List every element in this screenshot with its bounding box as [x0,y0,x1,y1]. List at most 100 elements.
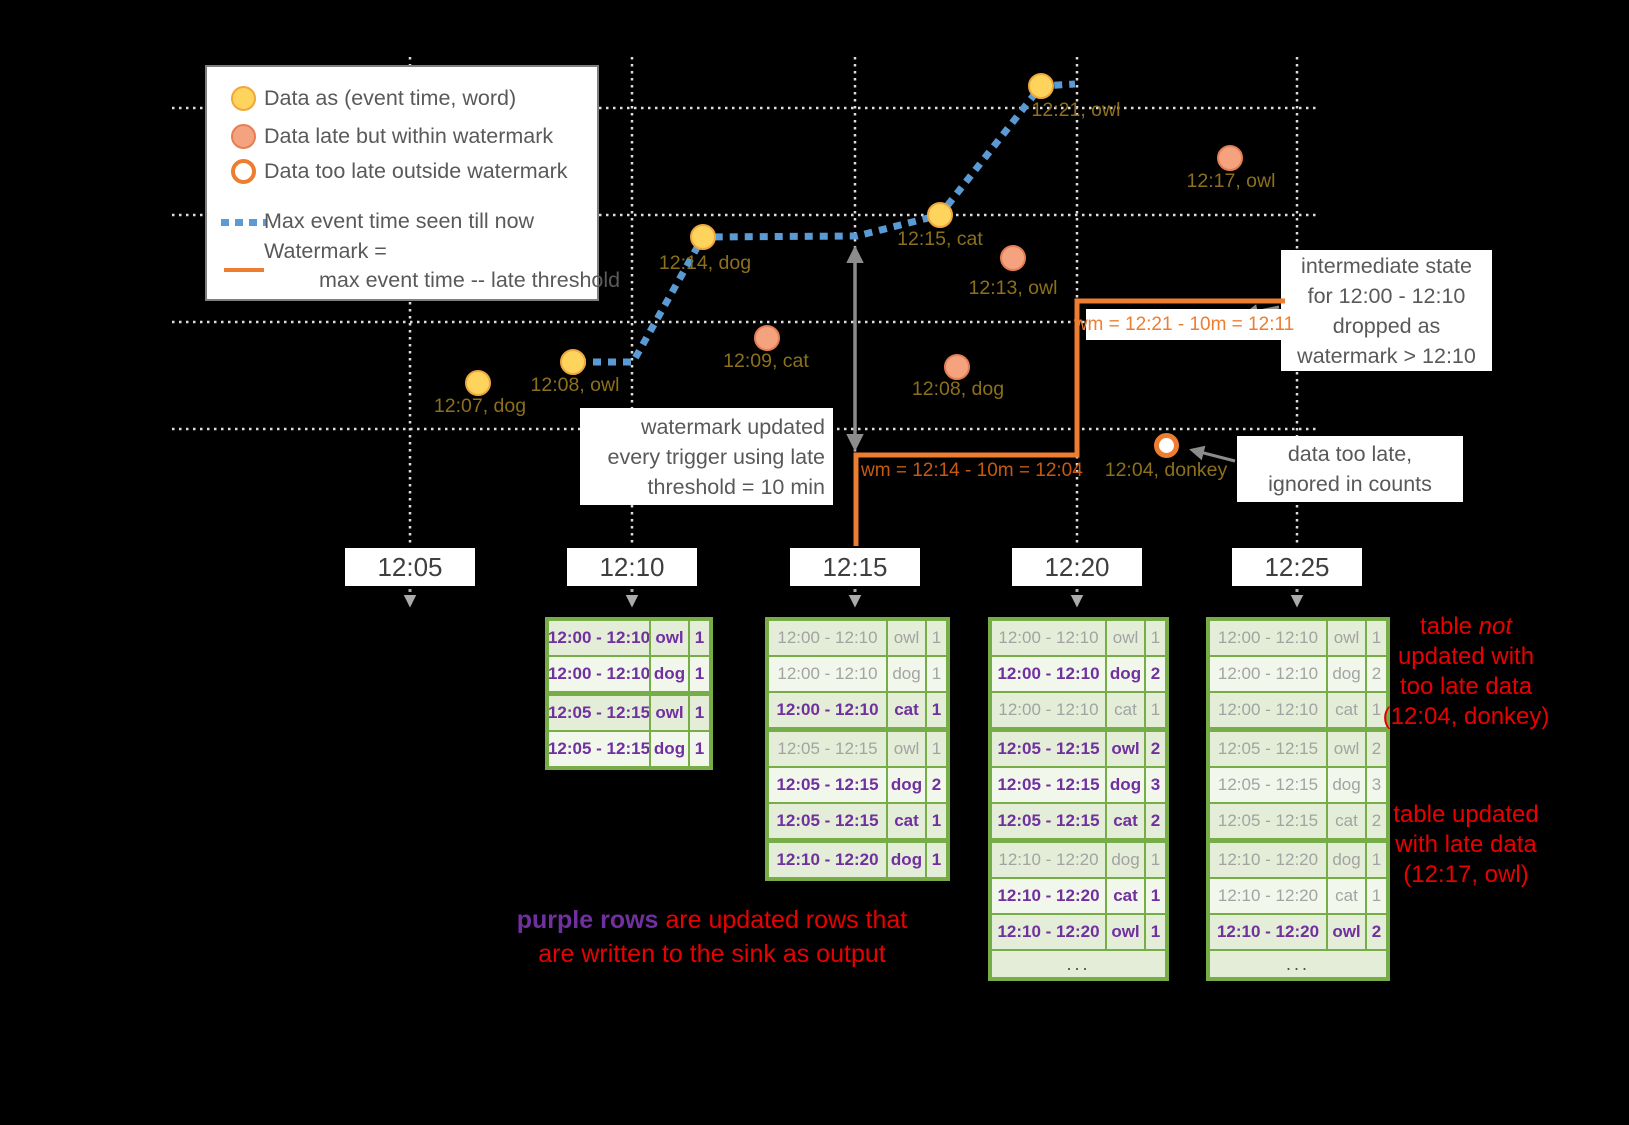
count-cell: 3 [1146,768,1165,802]
count-cell: 1 [690,732,709,766]
word-cell: owl [1107,915,1144,949]
window-cell: 12:10 - 12:20 [1210,843,1326,877]
word-cell: cat [1328,804,1365,838]
count-cell: 2 [1367,804,1386,838]
note-purple-rows: purple rows are updated rows that are wr… [517,903,907,971]
window-cell: 12:00 - 12:10 [992,657,1105,691]
watermark-trigger-note-line: every trigger using late [607,444,826,469]
table-row: 12:10 - 12:20 owl 1 [992,915,1165,949]
count-cell: 2 [1367,915,1386,949]
word-cell: owl [651,621,688,655]
word-cell: dog [1107,768,1144,802]
word-cell: owl [1107,732,1144,766]
data-point-label: 12:17, owl [1186,170,1276,192]
table-row: 12:00 - 12:10 dog 1 [769,657,946,691]
late-data-point [944,354,970,380]
window-cell: 12:05 - 12:15 [549,696,649,730]
watermark-formula-1: wm = 12:14 - 10m = 12:04 [861,460,1083,481]
on-time-data-point [1028,73,1054,99]
word-cell: cat [888,693,925,727]
trigger-time-box: 12:05 [345,548,475,586]
table-more-row: ... [1210,951,1386,977]
on-time-dot-icon [231,86,256,111]
late-data-point [1217,145,1243,171]
table-row: 12:05 - 12:15 dog 3 [992,768,1165,802]
word-cell: dog [651,732,688,766]
window-cell: 12:05 - 12:15 [769,732,886,766]
too-late-note: data too late, ignored in counts [1237,436,1463,502]
count-cell: 1 [1367,621,1386,655]
legend: Data as (event time, word) Data late but… [205,65,620,301]
table-row: 12:05 - 12:15 owl 2 [1210,732,1386,766]
word-cell: cat [1107,879,1144,913]
window-cell: 12:10 - 12:20 [1210,915,1326,949]
window-cell: 12:00 - 12:10 [1210,693,1326,727]
table-row: 12:00 - 12:10 cat 1 [1210,693,1386,727]
on-time-data-point [560,349,586,375]
word-cell: cat [1328,693,1365,727]
table-row: 12:10 - 12:20 cat 1 [992,879,1165,913]
data-point-label: 12:21, owl [1031,99,1121,121]
legend-label-watermark: Watermark = [264,239,387,263]
table-row: 12:05 - 12:15 cat 2 [1210,804,1386,838]
table-row: 12:05 - 12:15 owl 1 [769,732,946,766]
window-cell: 12:00 - 12:10 [1210,657,1326,691]
max-event-time-dashes-icon [221,219,267,226]
word-cell: owl [1107,621,1144,655]
result-table: 12:00 - 12:10 owl 1 12:00 - 12:10 dog 2 12:00 … [1206,617,1390,981]
table-more-row: ... [992,951,1165,977]
word-cell: cat [888,804,925,838]
window-cell: 12:05 - 12:15 [992,768,1105,802]
window-cell: 12:10 - 12:20 [992,843,1105,877]
word-cell: owl [1328,915,1365,949]
word-cell: dog [888,843,925,877]
count-cell: 1 [927,621,946,655]
data-point-label: 12:08, owl [530,374,620,396]
count-cell: 1 [1367,843,1386,877]
window-cell: 12:00 - 12:10 [769,693,886,727]
count-cell: 1 [1146,879,1165,913]
intermediate-state-note-line: dropped as [1332,313,1441,338]
too-late-dot-icon [231,159,256,184]
window-cell: 12:10 - 12:20 [769,843,886,877]
watermark-formula-2: wm = 12:21 - 10m = 12:11 [1074,309,1294,340]
data-point-label: 12:07, dog [433,395,527,417]
too-late-note-arrow-icon [1189,445,1236,463]
table-row: 12:00 - 12:10 owl 1 [549,621,709,655]
intermediate-state-note-line: watermark > 12:10 [1297,343,1476,368]
data-point-label: 12:15, cat [897,228,983,250]
table-row: 12:00 - 12:10 dog 2 [1210,657,1386,691]
on-time-data-point [465,370,491,396]
word-cell: owl [651,696,688,730]
word-cell: dog [1328,768,1365,802]
result-table: 12:00 - 12:10 owl 1 12:00 - 12:10 dog 1 12:05 … [545,617,713,770]
table-row: 12:00 - 12:10 cat 1 [992,693,1165,727]
intermediate-state-note-line: for 12:00 - 12:10 [1307,283,1466,308]
count-cell: 1 [1146,621,1165,655]
window-cell: 12:05 - 12:15 [1210,768,1326,802]
table-row: 12:05 - 12:15 cat 2 [992,804,1165,838]
window-cell: 12:00 - 12:10 [1210,621,1326,655]
word-cell: cat [1107,693,1144,727]
result-table: 12:00 - 12:10 owl 1 12:00 - 12:10 dog 2 12:00 … [988,617,1169,981]
legend-label-max-event: Max event time seen till now [264,209,535,233]
trigger-time-box: 12:20 [1012,548,1142,586]
word-cell: owl [1328,621,1365,655]
count-cell: 1 [927,693,946,727]
note-lu-line1: table updated [1393,801,1539,828]
count-cell: 1 [690,696,709,730]
window-cell: 12:00 - 12:10 [992,693,1105,727]
watermark-line [853,298,1285,546]
note-nu-line1-em: not [1478,613,1513,640]
note-table-updated-late: table updated with late data (12:17, owl… [1393,800,1538,890]
word-cell: dog [1328,657,1365,691]
data-point-label: 12:14, dog [658,252,752,274]
too-late-note-line: data too late, [1287,442,1413,466]
late-data-point [754,325,780,351]
note-lu-line3: (12:17, owl) [1403,861,1529,888]
watermark-line-icon [224,268,264,272]
too-late-note-line: ignored in counts [1268,472,1432,496]
window-cell: 12:05 - 12:15 [549,732,649,766]
trigger-time-box: 12:15 [790,548,920,586]
